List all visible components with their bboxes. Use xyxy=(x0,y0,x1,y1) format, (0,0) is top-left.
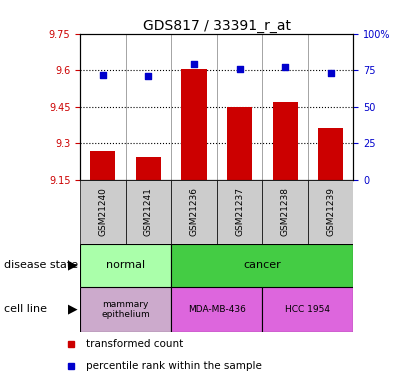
Text: percentile rank within the sample: percentile rank within the sample xyxy=(86,360,262,370)
Text: GSM21240: GSM21240 xyxy=(98,188,107,236)
Point xyxy=(328,70,334,76)
Point xyxy=(191,62,197,68)
Text: mammary
epithelium: mammary epithelium xyxy=(102,300,150,319)
Bar xyxy=(171,244,353,287)
Bar xyxy=(126,180,171,244)
Text: cell line: cell line xyxy=(4,304,47,314)
Bar xyxy=(136,157,161,180)
Bar xyxy=(80,287,171,332)
Bar xyxy=(262,180,308,244)
Bar xyxy=(318,128,343,180)
Bar xyxy=(217,180,262,244)
Text: normal: normal xyxy=(106,260,145,270)
Bar xyxy=(80,244,171,287)
Text: GSM21237: GSM21237 xyxy=(235,188,244,236)
Point xyxy=(99,72,106,78)
Text: GSM21236: GSM21236 xyxy=(189,188,199,236)
Bar xyxy=(272,102,298,180)
Text: ▶: ▶ xyxy=(68,303,77,316)
Text: HCC 1954: HCC 1954 xyxy=(285,305,330,314)
Bar xyxy=(182,69,207,180)
Bar xyxy=(227,107,252,180)
Bar xyxy=(262,287,353,332)
Text: MDA-MB-436: MDA-MB-436 xyxy=(188,305,246,314)
Text: GSM21238: GSM21238 xyxy=(281,188,290,236)
Text: GSM21239: GSM21239 xyxy=(326,188,335,236)
Bar xyxy=(80,180,126,244)
Text: ▶: ▶ xyxy=(68,259,77,272)
Bar xyxy=(308,180,353,244)
Text: GSM21241: GSM21241 xyxy=(144,188,153,236)
Bar xyxy=(171,180,217,244)
Text: cancer: cancer xyxy=(243,260,281,270)
Text: disease state: disease state xyxy=(4,260,78,270)
Bar xyxy=(90,151,115,180)
Title: GDS817 / 33391_r_at: GDS817 / 33391_r_at xyxy=(143,19,291,33)
Point xyxy=(145,73,152,79)
Text: transformed count: transformed count xyxy=(86,339,183,349)
Point xyxy=(282,64,289,70)
Bar xyxy=(171,287,262,332)
Point xyxy=(236,66,243,72)
